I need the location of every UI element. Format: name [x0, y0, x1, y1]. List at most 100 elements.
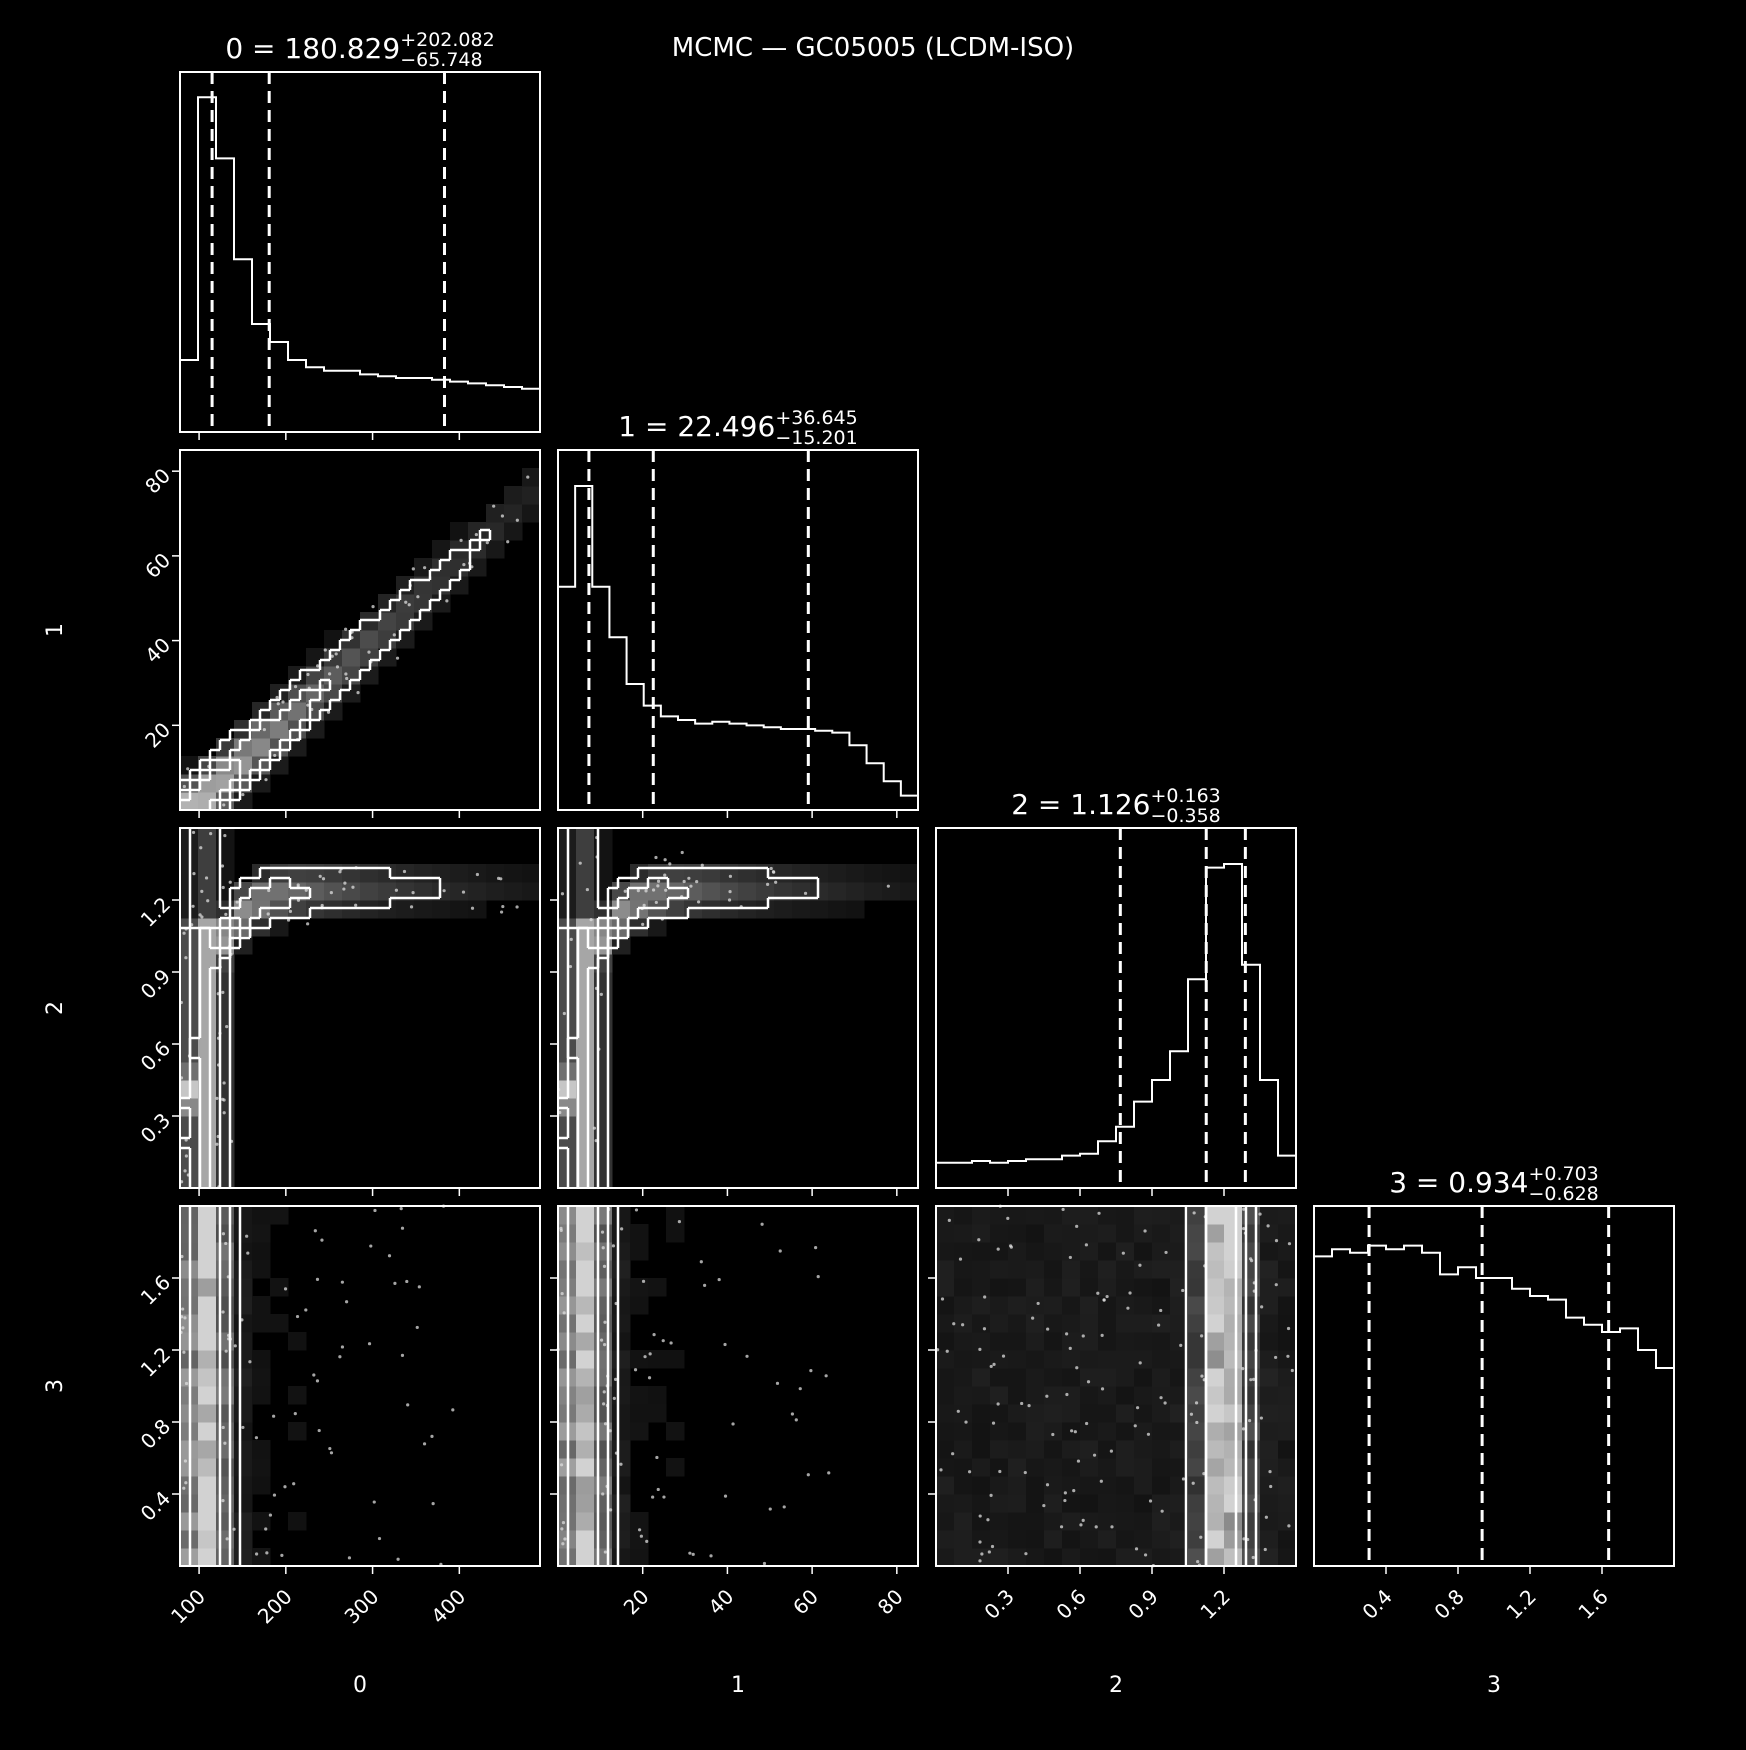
- density-cell: [522, 486, 541, 505]
- density-cell: [378, 594, 397, 613]
- density-cell: [1152, 1224, 1171, 1243]
- sample-point: [717, 1277, 721, 1282]
- density-cell: [486, 882, 505, 901]
- contour-1-3-2: [566, 1206, 600, 1566]
- density-cell: [1206, 1386, 1225, 1405]
- sample-point: [1081, 1334, 1085, 1338]
- density-cell: [612, 1278, 631, 1297]
- density-cell: [1170, 1260, 1189, 1279]
- density-cell: [1170, 1440, 1189, 1459]
- density-cell: [288, 702, 307, 721]
- panel-title-1: 1 = 22.496+36.645: [618, 407, 857, 443]
- density-cell: [1170, 1332, 1189, 1351]
- density-cell: [972, 1332, 991, 1351]
- contour-1-2-1: [558, 876, 690, 1188]
- density-cell: [576, 990, 595, 1009]
- density-cell: [342, 684, 361, 703]
- sample-point: [1105, 1294, 1109, 1299]
- sample-point: [318, 874, 322, 878]
- density-cell: [1188, 1278, 1207, 1297]
- density-cell: [1026, 1458, 1045, 1477]
- sample-point: [423, 566, 427, 570]
- sample-point: [415, 1325, 419, 1330]
- density-cell: [1170, 1242, 1189, 1261]
- sample-point: [1023, 1470, 1027, 1475]
- density-cell: [1116, 1332, 1135, 1351]
- density-cell: [1080, 1296, 1099, 1315]
- density-cell: [234, 1530, 253, 1549]
- sample-point: [986, 1518, 990, 1522]
- sample-point: [989, 1364, 993, 1369]
- density-cell: [198, 1134, 217, 1153]
- density-cell: [1008, 1368, 1027, 1387]
- sample-point: [569, 937, 573, 941]
- sample-point: [656, 884, 660, 888]
- density-cell: [1152, 1458, 1171, 1477]
- density-cell: [270, 1314, 289, 1333]
- density-cell: [378, 882, 397, 901]
- density-cell: [1278, 1404, 1297, 1423]
- density-cell: [198, 936, 217, 955]
- density-cell: [1044, 1404, 1063, 1423]
- panel-title-2: 2 = 1.126+0.163: [1011, 785, 1221, 821]
- density-cell: [576, 1152, 595, 1171]
- sample-point: [192, 872, 196, 876]
- sample-point: [641, 922, 645, 926]
- sample-point: [515, 905, 519, 909]
- panel-2d-1-3: [556, 1205, 919, 1567]
- sample-point: [221, 1499, 225, 1503]
- sample-point: [262, 727, 266, 732]
- panel-frame-3-3: [1313, 1205, 1675, 1567]
- sample-point: [592, 1126, 597, 1130]
- density-cell: [990, 1422, 1009, 1441]
- density-cell: [792, 900, 811, 919]
- density-cell: [612, 900, 631, 919]
- density-cell: [1080, 1206, 1099, 1225]
- sample-point: [656, 1487, 660, 1492]
- density-cell: [234, 1224, 253, 1243]
- density-cell: [936, 1476, 955, 1495]
- sample-point: [947, 1218, 951, 1222]
- density-cell: [576, 1098, 595, 1117]
- density-cell: [972, 1296, 991, 1315]
- sample-point: [619, 1462, 623, 1466]
- density-cell: [1206, 1548, 1225, 1567]
- sample-point: [1199, 1535, 1203, 1539]
- sample-point: [1200, 1334, 1204, 1338]
- density-cell: [1044, 1386, 1063, 1405]
- density-cell: [936, 1404, 955, 1423]
- sample-point: [760, 1222, 764, 1226]
- density-cell: [576, 1440, 595, 1459]
- sample-point: [1135, 1406, 1140, 1410]
- sample-point: [1075, 1224, 1079, 1228]
- density-cell: [576, 1206, 595, 1225]
- density-cell: [468, 900, 487, 919]
- density-cell: [1008, 1350, 1027, 1369]
- sample-point: [224, 1349, 228, 1353]
- sample-point: [709, 1554, 713, 1558]
- density-cell: [504, 522, 523, 541]
- sample-point: [499, 910, 504, 914]
- density-cell: [576, 828, 595, 847]
- sample-point: [951, 1452, 955, 1456]
- density-cell: [1278, 1548, 1297, 1567]
- sample-point: [1249, 1378, 1253, 1382]
- density-cell: [198, 1116, 217, 1135]
- sample-point: [561, 1521, 566, 1525]
- density-cell: [990, 1242, 1009, 1261]
- density-cell: [1224, 1296, 1243, 1315]
- density-cell: [1098, 1206, 1117, 1225]
- contour-1-2-2: [558, 916, 620, 1188]
- density-cell: [954, 1350, 973, 1369]
- density-cell: [1260, 1224, 1279, 1243]
- density-cell: [612, 1296, 631, 1315]
- sample-point: [315, 1379, 320, 1383]
- sample-point: [1196, 1560, 1200, 1564]
- sample-point: [1100, 1333, 1104, 1337]
- panel-2d-0-2: [179, 827, 541, 1189]
- density-cell: [1116, 1278, 1135, 1297]
- density-cell: [1188, 1368, 1207, 1387]
- density-cell: [252, 1512, 271, 1531]
- sample-point: [272, 1414, 276, 1418]
- density-cell: [1152, 1368, 1171, 1387]
